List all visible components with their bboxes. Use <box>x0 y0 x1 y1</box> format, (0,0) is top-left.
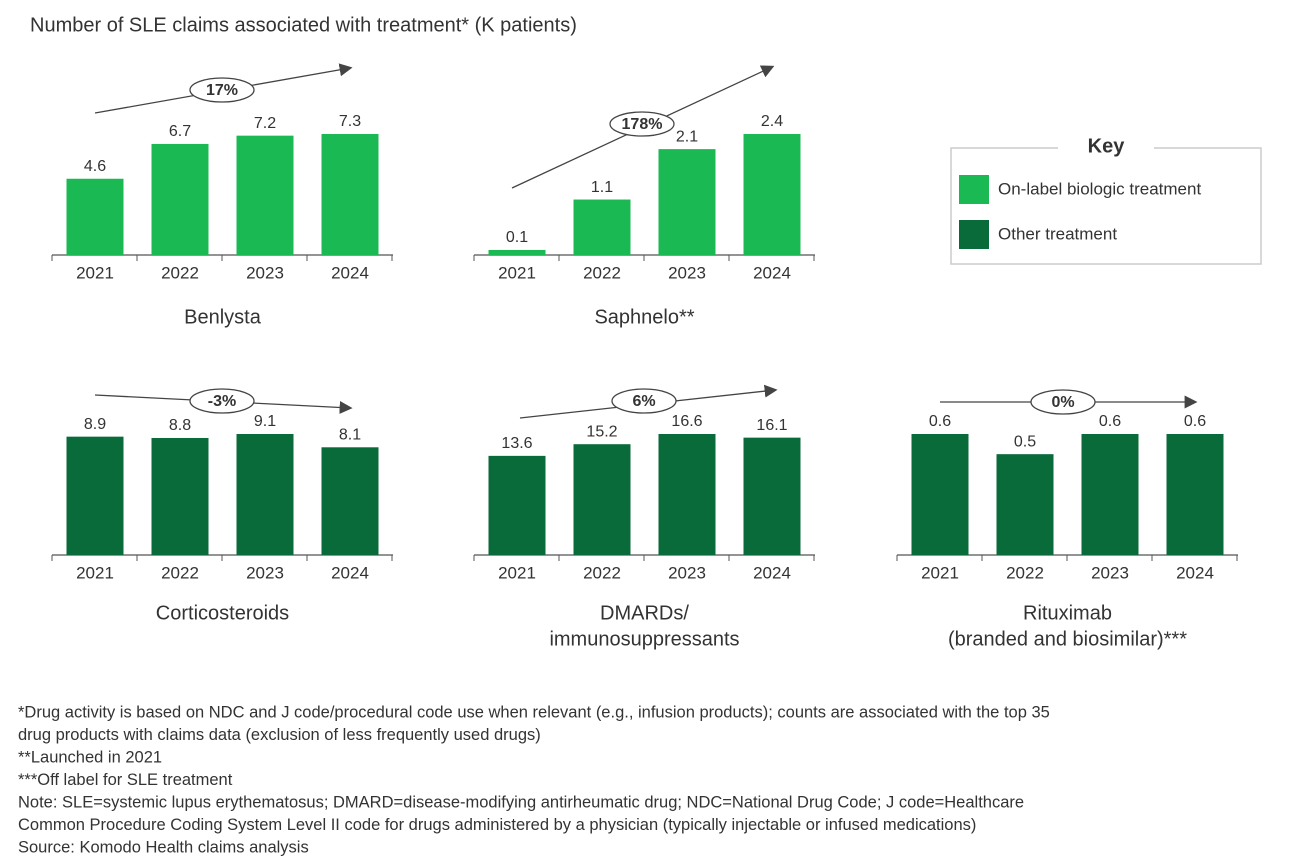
footnote: **Launched in 2021 <box>18 748 162 766</box>
value-label: 0.1 <box>506 229 528 246</box>
x-tick-label: 2024 <box>331 263 369 282</box>
bar <box>488 455 546 555</box>
bar <box>488 249 546 255</box>
x-tick-label: 2022 <box>161 263 199 282</box>
footnote: ***Off label for SLE treatment <box>18 771 233 789</box>
bar <box>1081 434 1139 555</box>
x-tick-label: 2023 <box>246 263 284 282</box>
value-label: 7.2 <box>254 115 276 132</box>
footnote: *Drug activity is based on NDC and J cod… <box>18 703 1050 721</box>
footnote: drug products with claims data (exclusio… <box>18 726 541 744</box>
x-tick-label: 2021 <box>498 263 536 282</box>
bar <box>151 437 209 555</box>
bar <box>66 178 124 255</box>
value-label: 2.4 <box>761 113 783 130</box>
footnote: Note: SLE=systemic lupus erythematosus; … <box>18 793 1024 811</box>
bar <box>236 434 294 555</box>
x-tick-label: 2024 <box>331 563 369 582</box>
growth-label: 0% <box>1051 394 1074 411</box>
legend-title-bg <box>1058 138 1154 158</box>
growth-badge <box>1030 389 1096 415</box>
bar <box>743 134 801 255</box>
growth-badge <box>189 388 255 414</box>
x-tick-label: 2023 <box>1091 563 1129 582</box>
value-label: 1.1 <box>591 179 613 196</box>
value-label: 0.6 <box>1099 413 1121 430</box>
bar <box>1166 434 1224 555</box>
x-tick-label: 2024 <box>753 563 791 582</box>
bar <box>658 434 716 555</box>
value-label: 8.1 <box>339 427 361 444</box>
legend-swatch <box>959 220 989 249</box>
bar <box>321 134 379 255</box>
value-label: 2.1 <box>676 128 698 145</box>
value-label: 15.2 <box>586 423 617 440</box>
growth-label: 6% <box>632 393 655 410</box>
growth-badge <box>189 77 255 103</box>
footnote: Source: Komodo Health claims analysis <box>18 838 309 856</box>
legend-label: On-label biologic treatment <box>998 179 1201 198</box>
value-label: 8.8 <box>169 417 191 434</box>
chart-name: immunosuppressants <box>549 628 739 650</box>
x-tick-label: 2021 <box>76 263 114 282</box>
value-label: 7.3 <box>339 113 361 130</box>
chart-name: Benlysta <box>184 306 262 328</box>
growth-badge <box>611 388 677 414</box>
bar <box>658 149 716 255</box>
x-tick-label: 2023 <box>668 263 706 282</box>
value-label: 6.7 <box>169 123 191 140</box>
growth-label: 178% <box>622 116 663 133</box>
chart-name: DMARDs/ <box>600 602 689 624</box>
x-tick-label: 2021 <box>921 563 959 582</box>
value-label: 0.5 <box>1014 433 1036 450</box>
x-tick-label: 2024 <box>1176 563 1214 582</box>
value-label: 16.6 <box>671 413 702 430</box>
bar <box>911 434 969 555</box>
legend-box <box>950 147 1262 265</box>
x-tick-label: 2022 <box>1006 563 1044 582</box>
x-tick-label: 2022 <box>583 263 621 282</box>
growth-badge <box>609 111 675 137</box>
value-label: 0.6 <box>1184 413 1206 430</box>
value-label: 16.1 <box>756 417 787 434</box>
page-title: Number of SLE claims associated with tre… <box>30 14 577 36</box>
chart-name: Corticosteroids <box>156 602 289 624</box>
chart-name: (branded and biosimilar)*** <box>948 628 1187 650</box>
x-tick-label: 2021 <box>76 563 114 582</box>
x-tick-label: 2023 <box>668 563 706 582</box>
x-tick-label: 2023 <box>246 563 284 582</box>
bar <box>573 444 631 555</box>
footnote: Common Procedure Coding System Level II … <box>18 816 976 834</box>
bar <box>66 436 124 555</box>
x-tick-label: 2024 <box>753 263 791 282</box>
bar <box>743 437 801 555</box>
value-label: 13.6 <box>501 435 532 452</box>
x-tick-label: 2022 <box>583 563 621 582</box>
legend-title: Key <box>1088 135 1126 157</box>
growth-label: 17% <box>206 82 238 99</box>
x-tick-label: 2022 <box>161 563 199 582</box>
bar <box>996 454 1054 555</box>
legend-swatch <box>959 175 989 204</box>
chart-name: Saphnelo** <box>594 306 694 328</box>
x-tick-label: 2021 <box>498 563 536 582</box>
value-label: 0.6 <box>929 413 951 430</box>
bar <box>236 135 294 255</box>
value-label: 9.1 <box>254 413 276 430</box>
growth-label: -3% <box>208 393 236 410</box>
bar <box>573 199 631 255</box>
chart-name: Rituximab <box>1023 602 1112 624</box>
bar <box>151 143 209 255</box>
value-label: 8.9 <box>84 416 106 433</box>
value-label: 4.6 <box>84 158 106 175</box>
bar <box>321 447 379 555</box>
legend-label: Other treatment <box>998 224 1117 243</box>
